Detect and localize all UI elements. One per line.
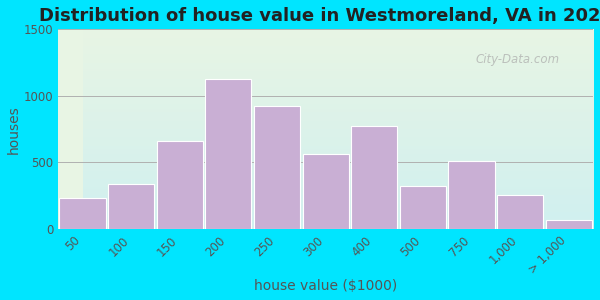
- Bar: [205, 79, 251, 229]
- Bar: [448, 161, 494, 229]
- X-axis label: house value ($1000): house value ($1000): [254, 279, 397, 293]
- Bar: [157, 141, 203, 229]
- Bar: [108, 184, 154, 229]
- Text: City-Data.com: City-Data.com: [475, 53, 560, 66]
- Bar: [302, 154, 349, 229]
- Bar: [351, 127, 397, 229]
- Title: Distribution of house value in Westmoreland, VA in 2021: Distribution of house value in Westmorel…: [38, 7, 600, 25]
- Bar: [400, 186, 446, 229]
- Y-axis label: houses: houses: [7, 105, 21, 154]
- Bar: [497, 195, 543, 229]
- Bar: [254, 106, 300, 229]
- Bar: [545, 220, 592, 229]
- Bar: [59, 198, 106, 229]
